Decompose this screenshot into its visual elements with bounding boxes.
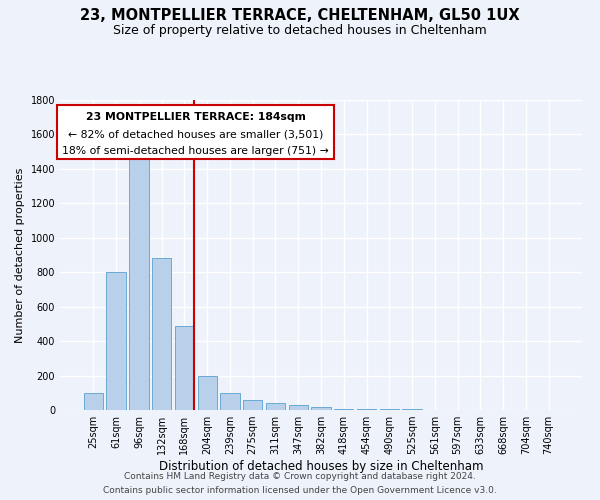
X-axis label: Distribution of detached houses by size in Cheltenham: Distribution of detached houses by size … — [159, 460, 483, 473]
Bar — [175, 326, 194, 410]
Bar — [243, 400, 262, 410]
Bar — [129, 152, 149, 410]
Text: Size of property relative to detached houses in Cheltenham: Size of property relative to detached ho… — [113, 24, 487, 37]
Bar — [84, 393, 103, 410]
Bar — [220, 393, 239, 410]
FancyBboxPatch shape — [58, 104, 334, 159]
Bar — [289, 405, 308, 410]
Bar — [266, 403, 285, 410]
Y-axis label: Number of detached properties: Number of detached properties — [15, 168, 25, 342]
Text: ← 82% of detached houses are smaller (3,501): ← 82% of detached houses are smaller (3,… — [68, 130, 323, 140]
Bar — [106, 272, 126, 410]
Text: 18% of semi-detached houses are larger (751) →: 18% of semi-detached houses are larger (… — [62, 146, 329, 156]
Bar — [334, 408, 353, 410]
Bar — [311, 406, 331, 410]
Text: 23 MONTPELLIER TERRACE: 184sqm: 23 MONTPELLIER TERRACE: 184sqm — [86, 112, 305, 122]
Text: Contains public sector information licensed under the Open Government Licence v3: Contains public sector information licen… — [103, 486, 497, 495]
Bar — [197, 376, 217, 410]
Text: 23, MONTPELLIER TERRACE, CHELTENHAM, GL50 1UX: 23, MONTPELLIER TERRACE, CHELTENHAM, GL5… — [80, 8, 520, 22]
Bar — [357, 409, 376, 410]
Text: Contains HM Land Registry data © Crown copyright and database right 2024.: Contains HM Land Registry data © Crown c… — [124, 472, 476, 481]
Bar — [152, 258, 172, 410]
